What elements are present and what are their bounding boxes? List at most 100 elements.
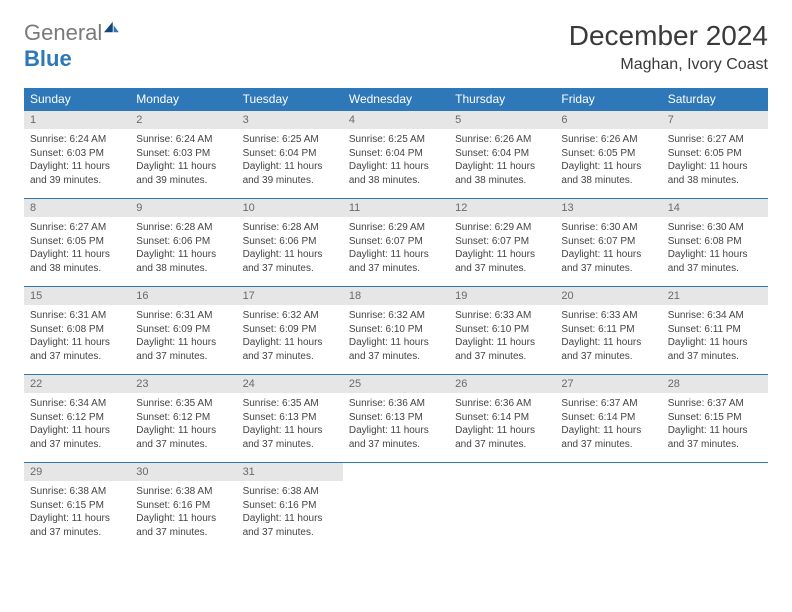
day-cell: 29Sunrise: 6:38 AMSunset: 6:15 PMDayligh… (24, 463, 130, 551)
day-cell: 2Sunrise: 6:24 AMSunset: 6:03 PMDaylight… (130, 111, 236, 199)
day-body: Sunrise: 6:26 AMSunset: 6:05 PMDaylight:… (555, 129, 661, 193)
empty-cell (555, 463, 661, 551)
day-number: 21 (662, 287, 768, 305)
day-cell: 15Sunrise: 6:31 AMSunset: 6:08 PMDayligh… (24, 287, 130, 375)
day-number: 11 (343, 199, 449, 217)
day-body: Sunrise: 6:25 AMSunset: 6:04 PMDaylight:… (343, 129, 449, 193)
day-number: 24 (237, 375, 343, 393)
day-number: 3 (237, 111, 343, 129)
day-number: 2 (130, 111, 236, 129)
day-number: 13 (555, 199, 661, 217)
empty-cell (662, 463, 768, 551)
day-number: 31 (237, 463, 343, 481)
day-cell: 13Sunrise: 6:30 AMSunset: 6:07 PMDayligh… (555, 199, 661, 287)
day-number: 14 (662, 199, 768, 217)
logo: General Blue (24, 20, 120, 72)
day-number: 12 (449, 199, 555, 217)
day-cell: 4Sunrise: 6:25 AMSunset: 6:04 PMDaylight… (343, 111, 449, 199)
logo-word-general: General (24, 20, 102, 45)
day-body: Sunrise: 6:26 AMSunset: 6:04 PMDaylight:… (449, 129, 555, 193)
weekday-header: Monday (130, 88, 236, 111)
empty-cell (449, 463, 555, 551)
weekday-header: Friday (555, 88, 661, 111)
day-number: 8 (24, 199, 130, 217)
day-body: Sunrise: 6:38 AMSunset: 6:16 PMDaylight:… (237, 481, 343, 545)
day-cell: 31Sunrise: 6:38 AMSunset: 6:16 PMDayligh… (237, 463, 343, 551)
day-body: Sunrise: 6:29 AMSunset: 6:07 PMDaylight:… (343, 217, 449, 281)
day-number: 10 (237, 199, 343, 217)
logo-sail-icon (102, 20, 120, 34)
day-cell: 19Sunrise: 6:33 AMSunset: 6:10 PMDayligh… (449, 287, 555, 375)
day-cell: 12Sunrise: 6:29 AMSunset: 6:07 PMDayligh… (449, 199, 555, 287)
day-number: 27 (555, 375, 661, 393)
day-body: Sunrise: 6:28 AMSunset: 6:06 PMDaylight:… (130, 217, 236, 281)
day-number: 22 (24, 375, 130, 393)
day-cell: 10Sunrise: 6:28 AMSunset: 6:06 PMDayligh… (237, 199, 343, 287)
day-number: 17 (237, 287, 343, 305)
day-body: Sunrise: 6:30 AMSunset: 6:08 PMDaylight:… (662, 217, 768, 281)
day-cell: 17Sunrise: 6:32 AMSunset: 6:09 PMDayligh… (237, 287, 343, 375)
day-body: Sunrise: 6:33 AMSunset: 6:11 PMDaylight:… (555, 305, 661, 369)
day-number: 19 (449, 287, 555, 305)
day-body: Sunrise: 6:36 AMSunset: 6:13 PMDaylight:… (343, 393, 449, 457)
day-cell: 3Sunrise: 6:25 AMSunset: 6:04 PMDaylight… (237, 111, 343, 199)
day-number: 4 (343, 111, 449, 129)
day-number: 18 (343, 287, 449, 305)
day-cell: 18Sunrise: 6:32 AMSunset: 6:10 PMDayligh… (343, 287, 449, 375)
day-cell: 1Sunrise: 6:24 AMSunset: 6:03 PMDaylight… (24, 111, 130, 199)
day-cell: 23Sunrise: 6:35 AMSunset: 6:12 PMDayligh… (130, 375, 236, 463)
day-body: Sunrise: 6:35 AMSunset: 6:13 PMDaylight:… (237, 393, 343, 457)
day-body: Sunrise: 6:32 AMSunset: 6:09 PMDaylight:… (237, 305, 343, 369)
day-body: Sunrise: 6:25 AMSunset: 6:04 PMDaylight:… (237, 129, 343, 193)
day-number: 16 (130, 287, 236, 305)
day-cell: 30Sunrise: 6:38 AMSunset: 6:16 PMDayligh… (130, 463, 236, 551)
day-cell: 9Sunrise: 6:28 AMSunset: 6:06 PMDaylight… (130, 199, 236, 287)
day-cell: 21Sunrise: 6:34 AMSunset: 6:11 PMDayligh… (662, 287, 768, 375)
weekday-header: Tuesday (237, 88, 343, 111)
day-cell: 28Sunrise: 6:37 AMSunset: 6:15 PMDayligh… (662, 375, 768, 463)
day-body: Sunrise: 6:32 AMSunset: 6:10 PMDaylight:… (343, 305, 449, 369)
day-body: Sunrise: 6:24 AMSunset: 6:03 PMDaylight:… (24, 129, 130, 193)
day-body: Sunrise: 6:37 AMSunset: 6:15 PMDaylight:… (662, 393, 768, 457)
day-cell: 22Sunrise: 6:34 AMSunset: 6:12 PMDayligh… (24, 375, 130, 463)
day-body: Sunrise: 6:30 AMSunset: 6:07 PMDaylight:… (555, 217, 661, 281)
day-cell: 16Sunrise: 6:31 AMSunset: 6:09 PMDayligh… (130, 287, 236, 375)
day-number: 26 (449, 375, 555, 393)
day-body: Sunrise: 6:31 AMSunset: 6:09 PMDaylight:… (130, 305, 236, 369)
day-number: 6 (555, 111, 661, 129)
day-body: Sunrise: 6:35 AMSunset: 6:12 PMDaylight:… (130, 393, 236, 457)
day-cell: 25Sunrise: 6:36 AMSunset: 6:13 PMDayligh… (343, 375, 449, 463)
day-body: Sunrise: 6:34 AMSunset: 6:12 PMDaylight:… (24, 393, 130, 457)
calendar-body: 1Sunrise: 6:24 AMSunset: 6:03 PMDaylight… (24, 111, 768, 551)
day-number: 28 (662, 375, 768, 393)
day-number: 15 (24, 287, 130, 305)
day-body: Sunrise: 6:24 AMSunset: 6:03 PMDaylight:… (130, 129, 236, 193)
empty-cell (343, 463, 449, 551)
day-body: Sunrise: 6:38 AMSunset: 6:15 PMDaylight:… (24, 481, 130, 545)
page-title: December 2024 (569, 20, 768, 52)
logo-word-blue: Blue (24, 46, 72, 71)
day-body: Sunrise: 6:37 AMSunset: 6:14 PMDaylight:… (555, 393, 661, 457)
day-cell: 11Sunrise: 6:29 AMSunset: 6:07 PMDayligh… (343, 199, 449, 287)
day-cell: 27Sunrise: 6:37 AMSunset: 6:14 PMDayligh… (555, 375, 661, 463)
weekday-header: Saturday (662, 88, 768, 111)
day-cell: 24Sunrise: 6:35 AMSunset: 6:13 PMDayligh… (237, 375, 343, 463)
weekday-header: Thursday (449, 88, 555, 111)
calendar-table: SundayMondayTuesdayWednesdayThursdayFrid… (24, 88, 768, 551)
weekday-header: Wednesday (343, 88, 449, 111)
day-cell: 26Sunrise: 6:36 AMSunset: 6:14 PMDayligh… (449, 375, 555, 463)
day-body: Sunrise: 6:31 AMSunset: 6:08 PMDaylight:… (24, 305, 130, 369)
day-cell: 14Sunrise: 6:30 AMSunset: 6:08 PMDayligh… (662, 199, 768, 287)
day-cell: 20Sunrise: 6:33 AMSunset: 6:11 PMDayligh… (555, 287, 661, 375)
day-number: 20 (555, 287, 661, 305)
day-body: Sunrise: 6:27 AMSunset: 6:05 PMDaylight:… (24, 217, 130, 281)
day-cell: 6Sunrise: 6:26 AMSunset: 6:05 PMDaylight… (555, 111, 661, 199)
day-body: Sunrise: 6:34 AMSunset: 6:11 PMDaylight:… (662, 305, 768, 369)
header: General Blue December 2024 Maghan, Ivory… (24, 20, 768, 74)
day-body: Sunrise: 6:33 AMSunset: 6:10 PMDaylight:… (449, 305, 555, 369)
day-number: 30 (130, 463, 236, 481)
day-body: Sunrise: 6:29 AMSunset: 6:07 PMDaylight:… (449, 217, 555, 281)
day-cell: 5Sunrise: 6:26 AMSunset: 6:04 PMDaylight… (449, 111, 555, 199)
day-number: 23 (130, 375, 236, 393)
calendar-head: SundayMondayTuesdayWednesdayThursdayFrid… (24, 88, 768, 111)
